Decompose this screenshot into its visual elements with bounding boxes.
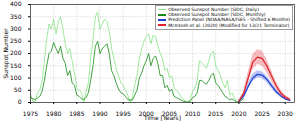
svg-text:1985: 1985	[69, 110, 84, 117]
svg-text:2010: 2010	[185, 110, 200, 117]
svg-text:150: 150	[10, 62, 22, 69]
svg-text:200: 200	[10, 49, 22, 56]
svg-text:Sunspot Number: Sunspot Number	[2, 28, 10, 79]
svg-text:300: 300	[10, 25, 22, 32]
svg-text:2015: 2015	[208, 110, 223, 117]
svg-text:Time [Years]: Time [Years]	[143, 114, 181, 121]
svg-text:1980: 1980	[46, 110, 61, 117]
html-text:Prediction Panel (NOAA/NASA/IS: Prediction Panel (NOAA/NASA/ISES - Shift…	[168, 17, 290, 23]
svg-text:1990: 1990	[92, 110, 107, 117]
svg-text:0: 0	[18, 98, 22, 105]
svg-text:1975: 1975	[23, 110, 38, 117]
svg-text:2020: 2020	[231, 110, 246, 117]
html-text:Observed Sunspot Number (SIDC,: Observed Sunspot Number (SIDC, Monthly)	[168, 12, 266, 18]
html-text:McIntosh et al. (2020) (Modifi: McIntosh et al. (2020) (Modified for 13/…	[168, 22, 290, 28]
svg-text:100: 100	[10, 74, 22, 81]
svg-text:50: 50	[14, 86, 22, 93]
svg-text:400: 400	[10, 0, 22, 7]
svg-text:2030: 2030	[278, 110, 293, 117]
svg-text:250: 250	[10, 37, 22, 44]
svg-text:1995: 1995	[115, 110, 130, 117]
svg-text:2025: 2025	[254, 110, 269, 117]
svg-text:350: 350	[10, 13, 22, 20]
html-text:Observed Sunspot Number (SIDC,: Observed Sunspot Number (SIDC, Daily)	[168, 7, 259, 12]
